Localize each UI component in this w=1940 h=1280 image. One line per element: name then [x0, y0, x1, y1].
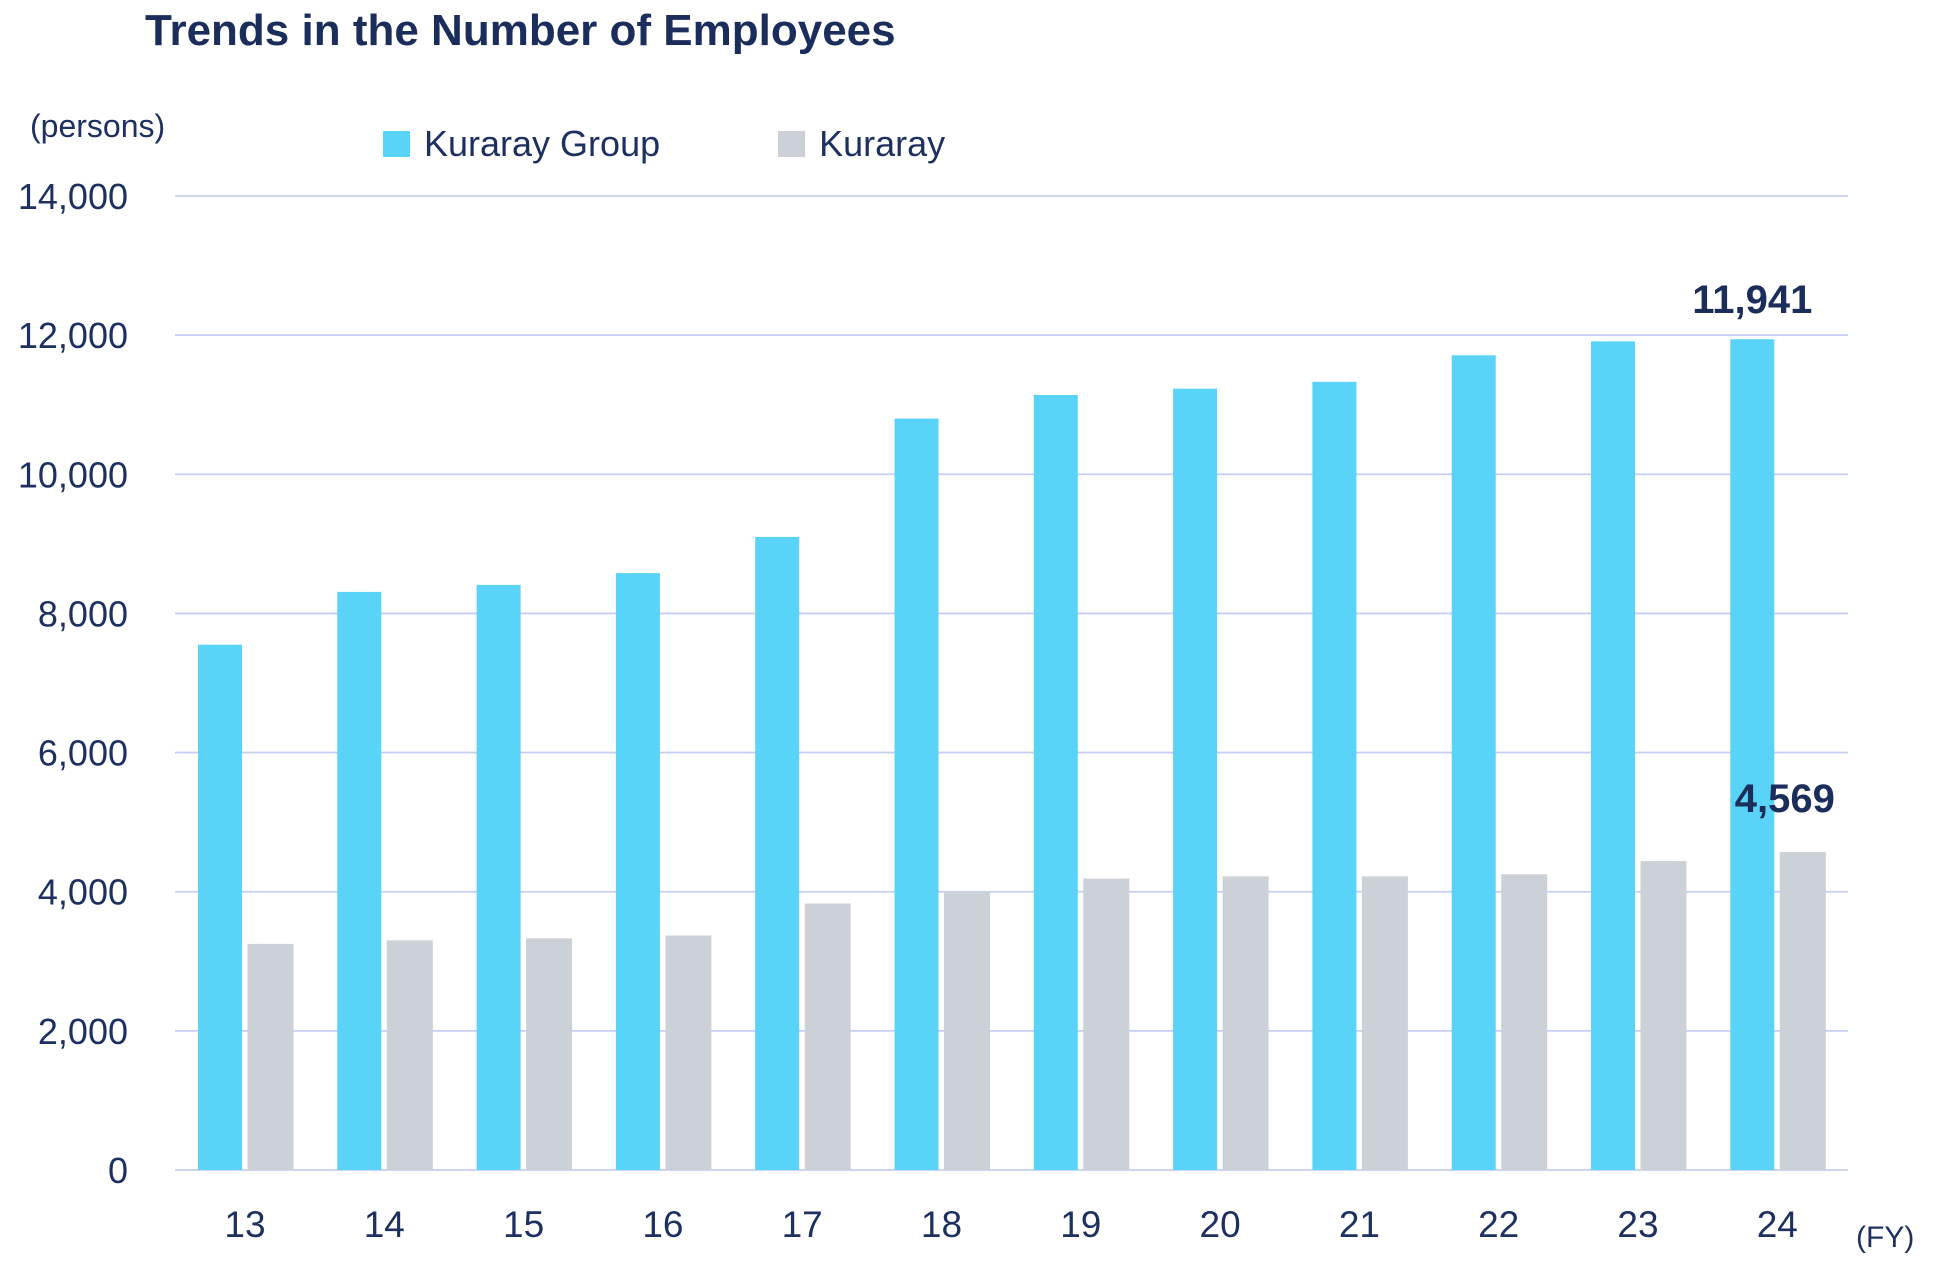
y-tick-label-0: 0	[108, 1150, 128, 1191]
bar-kuraray-group-fy19	[1033, 395, 1078, 1170]
bar-kuraray-group-fy21	[1312, 381, 1357, 1170]
y-tick-label-10000: 10,000	[18, 454, 128, 495]
bar-kuraray-group-fy13	[198, 644, 242, 1170]
y-tick-label-12000: 12,000	[18, 315, 128, 356]
legend-label-kuraray-group: Kuraray Group	[424, 123, 661, 164]
bar-kuraray-fy16	[665, 935, 712, 1170]
bar-kuraray-group-fy14	[337, 591, 382, 1170]
bar-kuraray-group-fy22	[1451, 355, 1496, 1170]
legend-label-kuraray: Kuraray	[819, 123, 946, 164]
bar-kuraray-fy13	[247, 943, 294, 1170]
x-label-20: 20	[1200, 1204, 1241, 1245]
bar-kuraray-group-fy17	[755, 536, 800, 1170]
bar-kuraray-fy15	[526, 938, 573, 1170]
x-axis-fy-label: (FY)	[1856, 1221, 1914, 1254]
bar-kuraray-group-fy23	[1591, 341, 1635, 1170]
legend-swatch-kuraray-group-icon	[383, 131, 410, 157]
x-label-18: 18	[921, 1204, 962, 1245]
legend-swatch-kuraray-icon	[778, 131, 806, 157]
y-tick-label-6000: 6,000	[38, 733, 128, 774]
bar-kuraray-fy18	[944, 891, 990, 1170]
x-label-13: 13	[224, 1204, 265, 1245]
x-label-15: 15	[503, 1204, 544, 1245]
bar-kuraray-fy21	[1361, 876, 1408, 1170]
y-tick-label-4000: 4,000	[38, 872, 128, 913]
bar-kuraray-group-fy16	[615, 573, 660, 1170]
bar-kuraray-group-fy15	[476, 584, 521, 1170]
bar-kuraray-fy24	[1779, 852, 1826, 1170]
x-label-21: 21	[1339, 1204, 1380, 1245]
legend-item-kuraray: Kuraray	[778, 126, 945, 162]
y-tick-label-8000: 8,000	[38, 593, 128, 634]
x-label-17: 17	[782, 1204, 823, 1245]
y-tick-label-14000: 14,000	[18, 176, 128, 217]
bar-kuraray-group-fy20	[1173, 388, 1218, 1170]
x-label-22: 22	[1478, 1204, 1519, 1245]
x-label-23: 23	[1617, 1204, 1658, 1245]
bar-kuraray-fy23	[1640, 861, 1687, 1170]
data-label-kuraray: 4,569	[1735, 777, 1835, 821]
bar-kuraray-group-fy18	[894, 418, 939, 1171]
legend: Kuraray Group Kuraray	[383, 126, 945, 162]
x-label-16: 16	[642, 1204, 683, 1245]
legend-item-kuraray-group: Kuraray Group	[383, 126, 660, 162]
y-axis-unit-label: (persons)	[30, 108, 166, 144]
x-label-14: 14	[364, 1204, 405, 1245]
bar-kuraray-fy17	[804, 903, 851, 1170]
x-label-24: 24	[1757, 1204, 1798, 1245]
x-label-19: 19	[1060, 1204, 1101, 1245]
page-title: Trends in the Number of Employees	[145, 6, 896, 55]
bar-kuraray-fy14	[386, 940, 433, 1170]
bar-kuraray-fy19	[1083, 878, 1130, 1170]
bar-kuraray-fy20	[1222, 876, 1269, 1170]
bar-kuraray-fy22	[1501, 874, 1548, 1170]
y-tick-label-2000: 2,000	[38, 1011, 128, 1052]
data-label-kuraray-group: 11,941	[1692, 278, 1812, 322]
bar-kuraray-group-fy24	[1730, 339, 1775, 1170]
